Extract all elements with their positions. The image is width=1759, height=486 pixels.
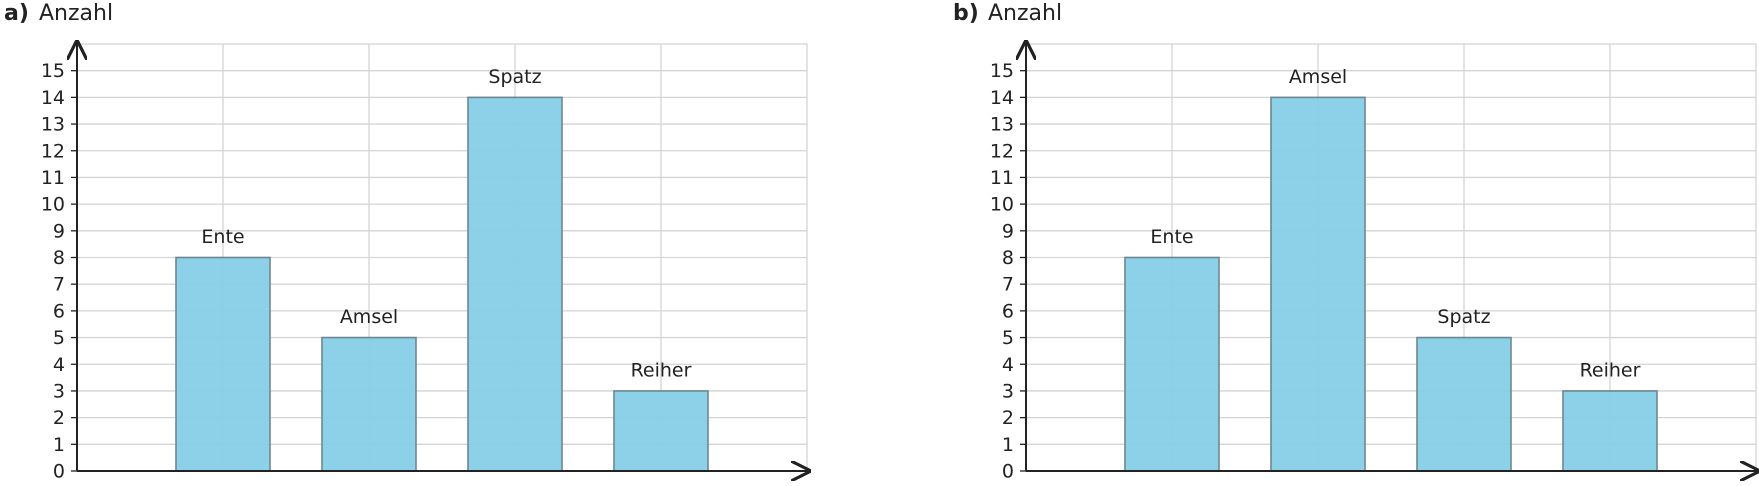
bar	[321, 336, 417, 472]
y-tick-label: 8	[53, 247, 65, 269]
chart-title: Anzahl	[39, 1, 113, 26]
y-tick-label: 6	[53, 300, 65, 322]
bar-label: Ente	[201, 226, 244, 248]
bar-label: Reiher	[631, 359, 692, 381]
y-tick-label: 12	[41, 140, 65, 162]
y-tick-label: 11	[41, 167, 65, 189]
y-tick-label: 15	[990, 60, 1014, 82]
bar-label: Ente	[1150, 226, 1193, 248]
bar-label: Reiher	[1580, 359, 1641, 381]
y-tick-label: 11	[990, 167, 1014, 189]
y-tick-label: 10	[41, 194, 65, 216]
y-tick-label: 13	[990, 114, 1014, 136]
bar-label: Spatz	[488, 66, 541, 88]
y-tick-label: 5	[53, 327, 65, 349]
bar	[1416, 336, 1512, 472]
bar-label: Spatz	[1437, 306, 1490, 328]
y-tick-label: 14	[990, 87, 1014, 109]
bar-label: Amsel	[1289, 66, 1347, 88]
bar	[175, 256, 271, 472]
panel-label: b)	[953, 1, 979, 26]
y-tick-label: 8	[1002, 247, 1014, 269]
bar-label: Amsel	[340, 306, 398, 328]
bar	[613, 390, 709, 472]
y-tick-label: 5	[1002, 327, 1014, 349]
y-tick-label: 7	[1002, 274, 1014, 296]
y-tick-label: 10	[990, 194, 1014, 216]
y-tick-label: 4	[53, 354, 65, 376]
y-tick-label: 13	[41, 114, 65, 136]
y-tick-label: 2	[53, 407, 65, 429]
y-tick-label: 4	[1002, 354, 1014, 376]
y-tick-label: 0	[53, 461, 65, 483]
y-tick-label: 6	[1002, 300, 1014, 322]
bar	[467, 96, 563, 472]
y-tick-label: 1	[53, 434, 65, 456]
y-tick-label: 1	[1002, 434, 1014, 456]
y-tick-label: 15	[41, 60, 65, 82]
y-tick-label: 2	[1002, 407, 1014, 429]
y-tick-label: 12	[990, 140, 1014, 162]
y-tick-label: 3	[1002, 380, 1014, 402]
y-tick-label: 7	[53, 274, 65, 296]
chart-title: Anzahl	[988, 1, 1062, 26]
y-tick-label: 3	[53, 380, 65, 402]
bar	[1124, 256, 1220, 472]
y-tick-label: 9	[53, 220, 65, 242]
bar	[1270, 96, 1366, 472]
y-tick-label: 0	[1002, 461, 1014, 483]
panel-label: a)	[4, 1, 29, 26]
y-tick-label: 14	[41, 87, 65, 109]
y-tick-label: 9	[1002, 220, 1014, 242]
bar	[1562, 390, 1658, 472]
